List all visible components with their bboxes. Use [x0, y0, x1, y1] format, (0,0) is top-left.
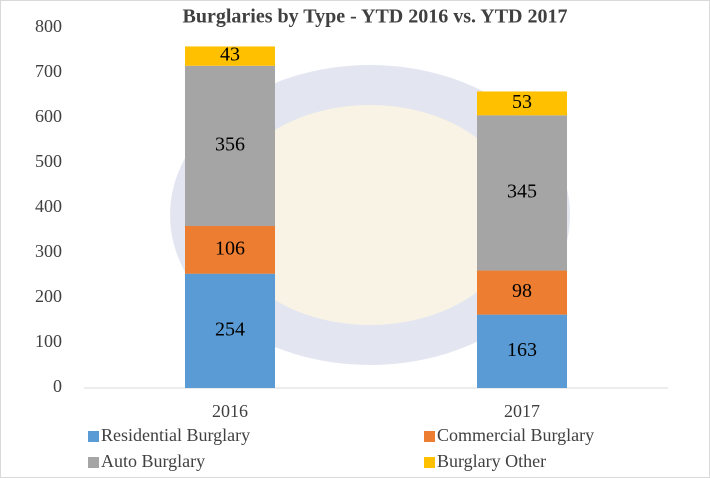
legend-label: Burglary Other	[437, 451, 546, 471]
data-label: 254	[215, 318, 245, 340]
data-label: 356	[215, 133, 245, 155]
bar-segment	[477, 91, 567, 116]
y-tick-label: 500	[35, 151, 62, 171]
y-tick-label: 0	[53, 376, 62, 396]
bar-segment	[185, 46, 275, 66]
x-tick-label: 2016	[212, 401, 248, 421]
legend-swatch	[424, 431, 435, 442]
y-tick-label: 300	[35, 241, 62, 261]
bar-segment	[185, 273, 275, 388]
data-label: 53	[512, 91, 532, 113]
y-tick-label: 700	[35, 61, 62, 81]
y-tick-label: 400	[35, 196, 62, 216]
bar-segment	[185, 226, 275, 274]
data-label: 98	[512, 280, 532, 302]
legend-label: Residential Burglary	[101, 425, 250, 445]
legend-swatch	[88, 431, 99, 442]
data-label: 163	[507, 339, 537, 361]
legend-label: Commercial Burglary	[437, 425, 594, 445]
legend-label: Auto Burglary	[101, 451, 205, 471]
bar-segment	[185, 65, 275, 226]
chart-title: Burglaries by Type - YTD 2016 vs. YTD 20…	[182, 6, 567, 28]
data-label: 345	[507, 181, 537, 203]
y-tick-label: 600	[35, 106, 62, 126]
data-label: 106	[215, 237, 245, 259]
bar-segment	[477, 115, 567, 271]
y-tick-label: 200	[35, 286, 62, 306]
data-label: 43	[220, 44, 240, 66]
y-tick-label: 800	[35, 16, 62, 36]
bar-segment	[477, 270, 567, 315]
legend-swatch	[88, 457, 99, 468]
x-tick-label: 2017	[504, 401, 540, 421]
y-tick-label: 100	[35, 331, 62, 351]
bar-segment	[477, 314, 567, 388]
legend-swatch	[424, 457, 435, 468]
